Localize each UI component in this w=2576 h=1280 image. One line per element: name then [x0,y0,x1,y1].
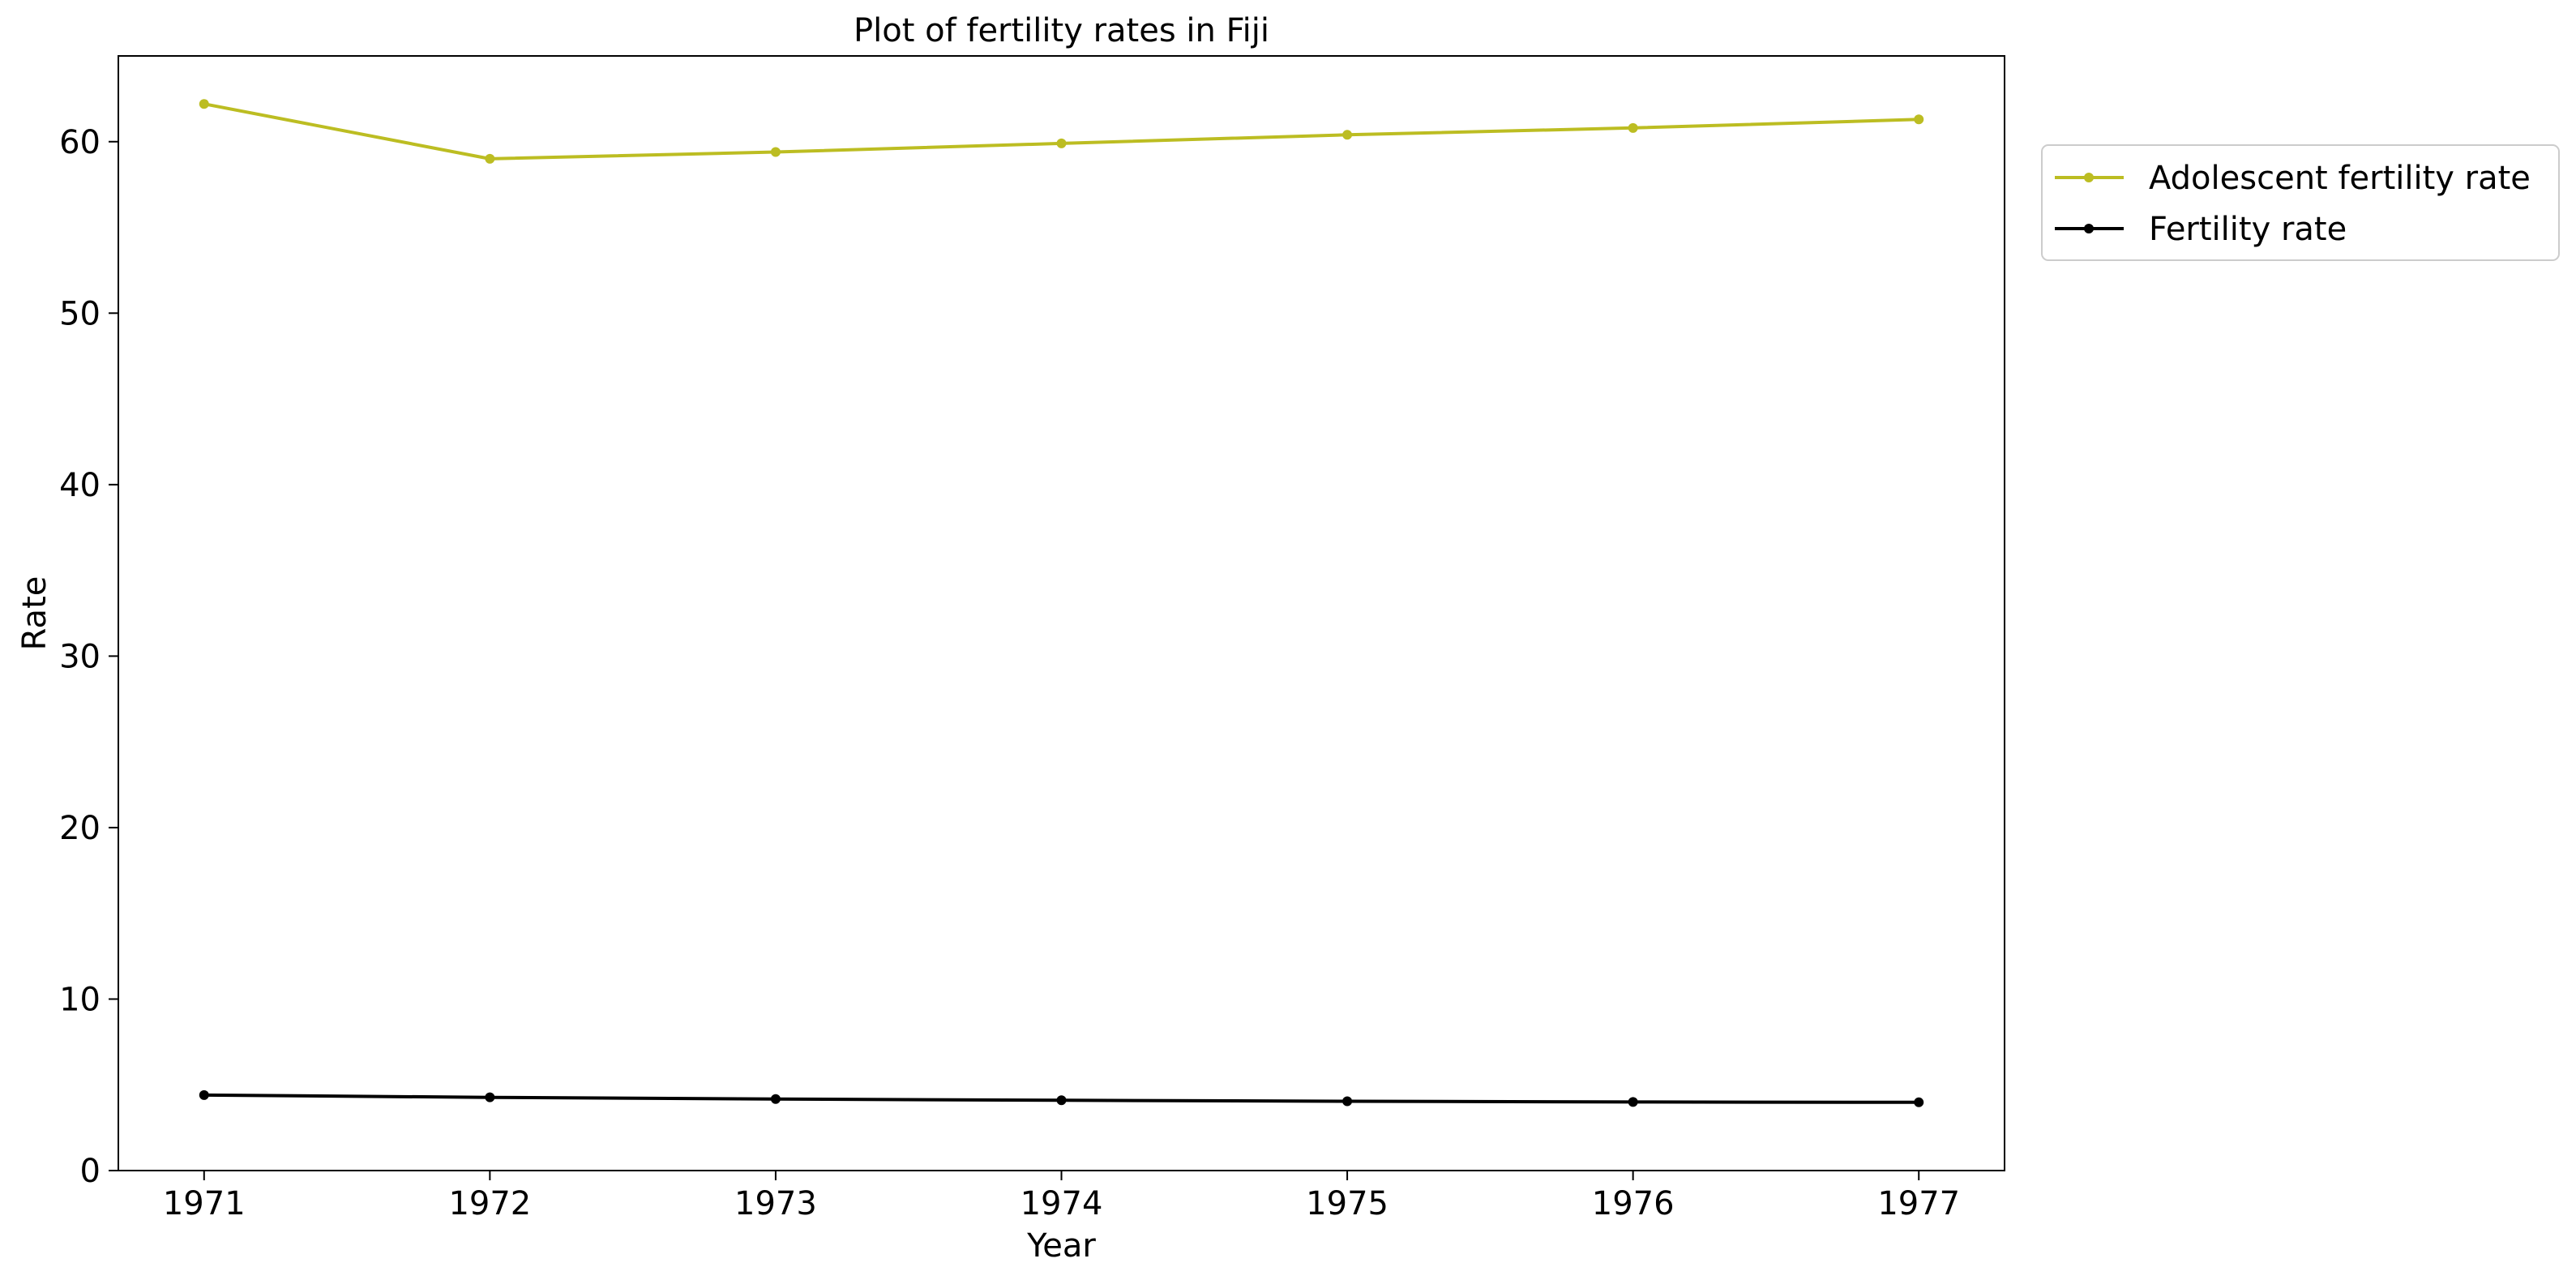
x-tick-label: 1972 [448,1185,531,1222]
series-fertility-rate [199,1089,1924,1107]
series-adolescent-fertility-rate [199,99,1924,164]
data-point [1628,122,1638,133]
legend-label: Fertility rate [2149,211,2347,248]
data-point [1914,114,1924,125]
data-point [199,99,209,109]
data-point [1628,1097,1638,1107]
y-tick-label: 20 [59,810,101,847]
x-tick-label: 1973 [734,1185,817,1222]
y-tick-label: 0 [80,1153,101,1190]
y-axis: 0 10 20 30 40 50 60 [59,124,118,1190]
plot-area [118,55,2005,1171]
legend-marker [2084,224,2094,233]
y-tick-label: 40 [59,467,101,504]
data-point [485,153,495,164]
y-axis-label: Rate [16,576,53,651]
legend-box [2041,144,2560,261]
legend-marker [2084,173,2094,182]
y-tick-label: 50 [59,295,101,332]
x-tick-label: 1976 [1592,1185,1675,1222]
data-point [1056,138,1067,148]
x-tick-label: 1971 [163,1185,246,1222]
x-tick-label: 1975 [1306,1185,1389,1222]
series-line [203,102,1919,161]
data-point [485,1092,495,1102]
y-tick-label: 10 [59,981,101,1018]
legend-label: Adolescent fertility rate [2149,160,2531,197]
chart-title: Plot of fertility rates in Fiji [854,12,1269,49]
data-point [1914,1097,1924,1107]
x-tick-label: 1974 [1021,1185,1103,1222]
data-point [770,147,781,157]
data-point [770,1094,781,1104]
x-axis-label: Year [1026,1227,1096,1265]
series-layer [199,99,1924,1107]
y-tick-label: 60 [59,124,101,161]
x-axis: 1971 1972 1973 1974 1975 1976 1977 [163,1171,1960,1222]
data-point [1056,1095,1067,1106]
y-tick-label: 30 [59,638,101,675]
data-point [1342,1096,1353,1107]
data-point [199,1089,209,1100]
x-tick-label: 1977 [1877,1185,1960,1222]
legend: Adolescent fertility rate Fertility rate [2041,144,2560,261]
data-point [1342,130,1353,140]
